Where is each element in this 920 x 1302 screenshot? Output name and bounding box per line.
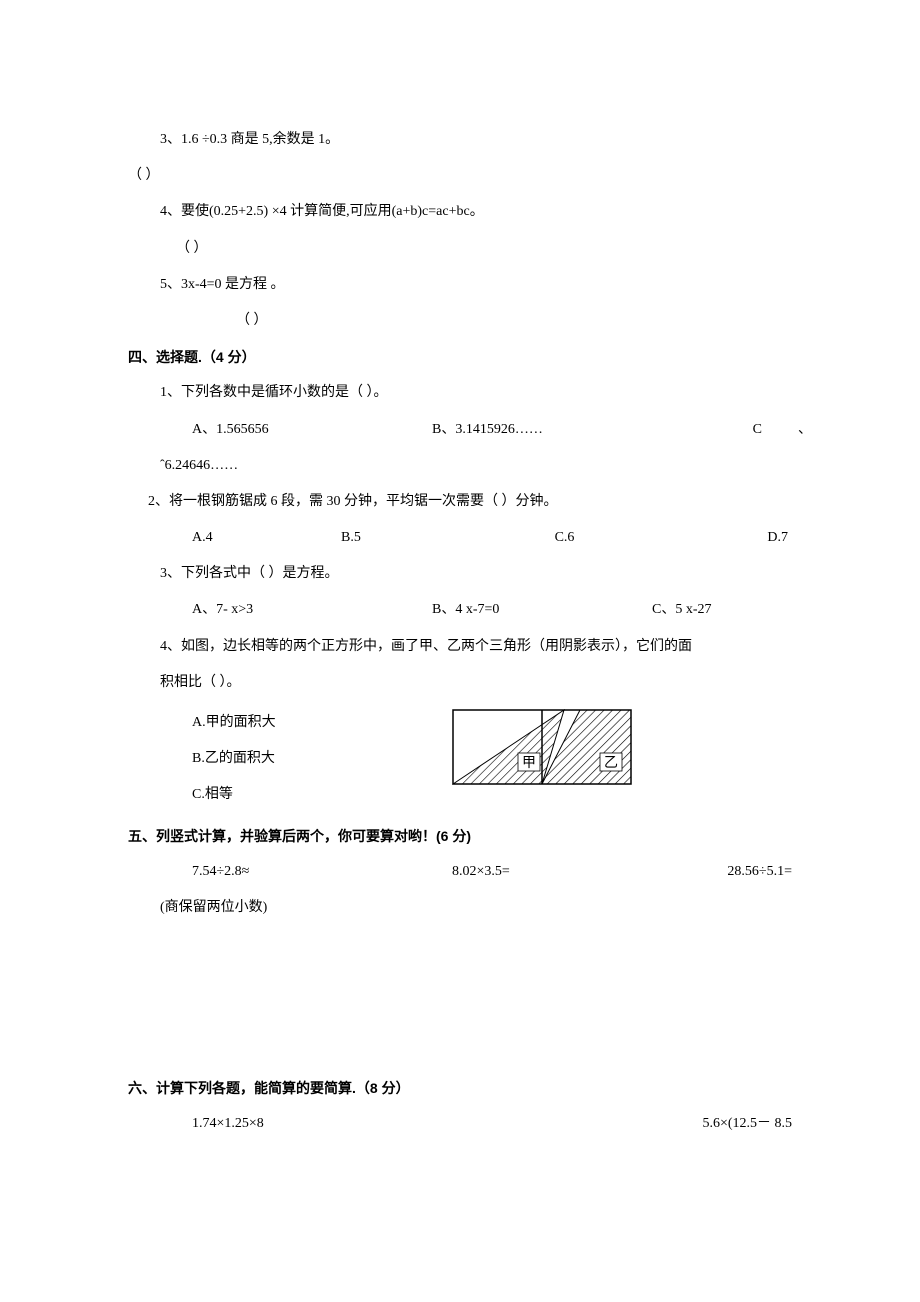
s4-q1-stem: 1、下列各数中是循环小数的是（ ）。 (128, 377, 792, 409)
section5-title: 五、列竖式计算，并验算后两个，你可要算对哟！(6 分) (128, 820, 792, 852)
s4-q1-options: A、1.565656 B、3.1415926…… C 、 (128, 414, 792, 446)
s5-note: (商保留两位小数) (128, 892, 792, 924)
section4-title: 四、选择题.（4 分） (128, 341, 792, 373)
s5-c2: 8.02×3.5= (452, 856, 712, 888)
s4-q1-B: B、3.1415926…… (432, 414, 732, 446)
s4-q2-D: D.7 (639, 522, 788, 554)
s5-c1: 7.54÷2.8≈ (192, 856, 452, 888)
s4-q2-B: B.5 (341, 522, 490, 554)
s4-q4-C: C.相等 (192, 779, 452, 811)
s4-q3-C: C、5 x-27 (652, 594, 792, 626)
s4-q3-options: A、7- x>3 B、4 x-7=0 C、5 x-27 (128, 594, 792, 626)
s4-q4-figure: 甲 乙 (452, 709, 632, 798)
s4-q1-comma: 、 (782, 414, 812, 446)
s6-c1: 1.74×1.25×8 (192, 1108, 632, 1140)
s4-q2-A: A.4 (192, 522, 341, 554)
s4-q2-options: A.4 B.5 C.6 D.7 (128, 522, 792, 554)
section6-title: 六、计算下列各题，能简算的要简算.（8 分） (128, 1072, 792, 1104)
tf-q3: 3、1.6 ÷0.3 商是 5,余数是 1。 (128, 124, 792, 156)
s4-q3-stem: 3、下列各式中（ ）是方程。 (128, 558, 792, 590)
s4-q2-C: C.6 (490, 522, 639, 554)
figure-label-jia: 甲 (522, 756, 536, 771)
s6-row: 1.74×1.25×8 5.6×(12.5－ 8.5 (128, 1108, 792, 1140)
s4-q4-A: A.甲的面积大 (192, 707, 452, 739)
figure-label-yi: 乙 (604, 755, 618, 771)
s4-q3-B: B、4 x-7=0 (432, 594, 652, 626)
s6-c2: 5.6×(12.5－ 8.5 (632, 1108, 792, 1140)
tf-q4-paren: （ ） (128, 233, 792, 265)
tf-q3-paren: （ ） (128, 160, 792, 192)
s4-q3-A: A、7- x>3 (192, 594, 432, 626)
tf-q4: 4、要使(0.25+2.5) ×4 计算简便,可应用(a+b)c=ac+bc。 (128, 196, 792, 228)
s5-c3: 28.56÷5.1= (712, 856, 792, 888)
s5-row: 7.54÷2.8≈ 8.02×3.5= 28.56÷5.1= (128, 856, 792, 888)
s4-q1-A: A、1.565656 (192, 414, 432, 446)
s4-q1-C: C (732, 414, 762, 446)
tf-q5-paren: （ ） (128, 305, 792, 337)
s4-q1-C-cont: ˆ6.24646…… (128, 450, 792, 482)
tf-q5: 5、3x-4=0 是方程 。 (128, 269, 792, 301)
s4-q4-B: B.乙的面积大 (192, 743, 452, 775)
s4-q2-stem: 2、将一根钢筋锯成 6 段，需 30 分钟，平均锯一次需要（ ）分钟。 (128, 486, 792, 518)
s4-q4-stem2: 积相比（ ）。 (128, 667, 792, 699)
s4-q4-stem: 4、如图，边长相等的两个正方形中，画了甲、乙两个三角形（用阴影表示），它们的面 (128, 631, 792, 663)
